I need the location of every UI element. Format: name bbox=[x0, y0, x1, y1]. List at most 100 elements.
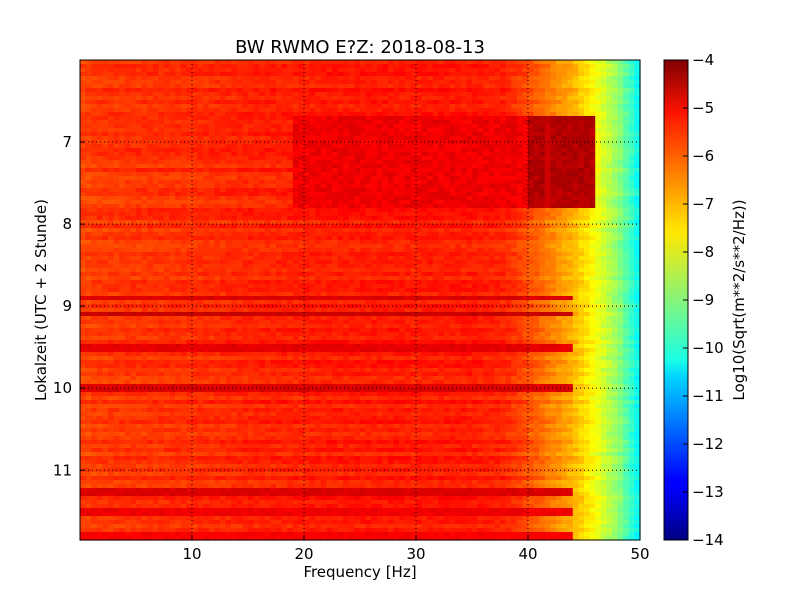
heatmap-cells bbox=[80, 60, 641, 541]
heatmap-cell bbox=[410, 128, 417, 133]
heatmap-cell bbox=[477, 132, 484, 137]
heatmap-cell bbox=[264, 248, 271, 253]
heatmap-cell bbox=[533, 248, 540, 253]
heatmap-cell bbox=[432, 72, 439, 77]
heatmap-cell bbox=[572, 176, 579, 181]
heatmap-cell bbox=[225, 116, 232, 121]
heatmap-cell bbox=[332, 128, 339, 133]
heatmap-cell bbox=[365, 188, 372, 193]
heatmap-cell bbox=[444, 132, 451, 137]
heatmap-cell bbox=[567, 88, 574, 93]
heatmap-cell bbox=[432, 172, 439, 177]
heatmap-cell bbox=[108, 216, 115, 221]
heatmap-cell bbox=[136, 244, 143, 249]
heatmap-cell bbox=[231, 224, 238, 229]
heatmap-cell bbox=[315, 152, 322, 157]
heatmap-cell bbox=[264, 108, 271, 113]
heatmap-cell bbox=[416, 120, 423, 125]
heatmap-cell bbox=[595, 144, 602, 149]
heatmap-cell bbox=[449, 240, 456, 245]
heatmap-cell bbox=[438, 184, 445, 189]
heatmap-cell bbox=[320, 116, 327, 121]
heatmap-cell bbox=[444, 252, 451, 257]
heatmap-cell bbox=[80, 88, 87, 93]
heatmap-cell bbox=[113, 200, 120, 205]
heatmap-cell bbox=[197, 152, 204, 157]
heatmap-cell bbox=[572, 148, 579, 153]
heatmap-cell bbox=[270, 244, 277, 249]
heatmap-cell bbox=[365, 252, 372, 257]
heatmap-cell bbox=[147, 168, 154, 173]
heatmap-cell bbox=[192, 128, 199, 133]
heatmap-cell bbox=[304, 100, 311, 105]
heatmap-cell bbox=[80, 164, 87, 169]
heatmap-cell bbox=[432, 248, 439, 253]
heatmap-cell bbox=[628, 148, 635, 153]
heatmap-cell bbox=[460, 88, 467, 93]
heatmap-cell bbox=[197, 200, 204, 205]
heatmap-cell bbox=[606, 180, 613, 185]
heatmap-cell bbox=[500, 228, 507, 233]
heatmap-cell bbox=[561, 232, 568, 237]
heatmap-cell bbox=[236, 116, 243, 121]
heatmap-cell bbox=[85, 76, 92, 81]
heatmap-cell bbox=[393, 212, 400, 217]
heatmap-cell bbox=[108, 144, 115, 149]
heatmap-cell bbox=[388, 244, 395, 249]
heatmap-cell bbox=[544, 248, 551, 253]
heatmap-cell bbox=[589, 136, 596, 141]
heatmap-cell bbox=[141, 168, 148, 173]
heatmap-cell bbox=[550, 64, 557, 69]
heatmap-cell bbox=[259, 152, 266, 157]
heatmap-cell bbox=[628, 252, 635, 257]
heatmap-cell bbox=[371, 120, 378, 125]
heatmap-cell bbox=[455, 136, 462, 141]
heatmap-cell bbox=[315, 140, 322, 145]
heatmap-cell bbox=[242, 192, 249, 197]
heatmap-cell bbox=[561, 220, 568, 225]
heatmap-cell bbox=[298, 68, 305, 73]
heatmap-cell bbox=[494, 128, 501, 133]
heatmap-cell bbox=[449, 252, 456, 257]
heatmap-cell bbox=[158, 256, 165, 261]
heatmap-cell bbox=[242, 236, 249, 241]
heatmap-cell bbox=[466, 204, 473, 209]
heatmap-cell bbox=[343, 184, 350, 189]
heatmap-cell bbox=[612, 84, 619, 89]
heatmap-cell bbox=[488, 168, 495, 173]
heatmap-cell bbox=[85, 108, 92, 113]
heatmap-cell bbox=[91, 220, 98, 225]
heatmap-cell bbox=[130, 96, 137, 101]
heatmap-cell bbox=[298, 136, 305, 141]
heatmap-cell bbox=[404, 240, 411, 245]
heatmap-cell bbox=[158, 96, 165, 101]
heatmap-cell bbox=[298, 128, 305, 133]
heatmap-cell bbox=[444, 140, 451, 145]
heatmap-cell bbox=[197, 88, 204, 93]
heatmap-cell bbox=[589, 160, 596, 165]
heatmap-cell bbox=[382, 132, 389, 137]
heatmap-cell bbox=[354, 224, 361, 229]
heatmap-cell bbox=[281, 240, 288, 245]
heatmap-cell bbox=[539, 120, 546, 125]
heatmap-cell bbox=[494, 200, 501, 205]
heatmap-cell bbox=[444, 232, 451, 237]
heatmap-cell bbox=[208, 140, 215, 145]
heatmap-cell bbox=[628, 220, 635, 225]
heatmap-cell bbox=[416, 92, 423, 97]
heatmap-cell bbox=[197, 232, 204, 237]
heatmap-cell bbox=[169, 232, 176, 237]
heatmap-cell bbox=[421, 144, 428, 149]
heatmap-cell bbox=[80, 84, 87, 89]
heatmap-cell bbox=[225, 224, 232, 229]
heatmap-cell bbox=[589, 240, 596, 245]
heatmap-cell bbox=[119, 76, 126, 81]
heatmap-cell bbox=[561, 256, 568, 261]
heatmap-cell bbox=[158, 168, 165, 173]
heatmap-cell bbox=[197, 72, 204, 77]
heatmap-cell bbox=[152, 60, 159, 65]
heatmap-cell bbox=[505, 244, 512, 249]
heatmap-cell bbox=[147, 116, 154, 121]
heatmap-cell bbox=[589, 108, 596, 113]
heatmap-cell bbox=[477, 148, 484, 153]
